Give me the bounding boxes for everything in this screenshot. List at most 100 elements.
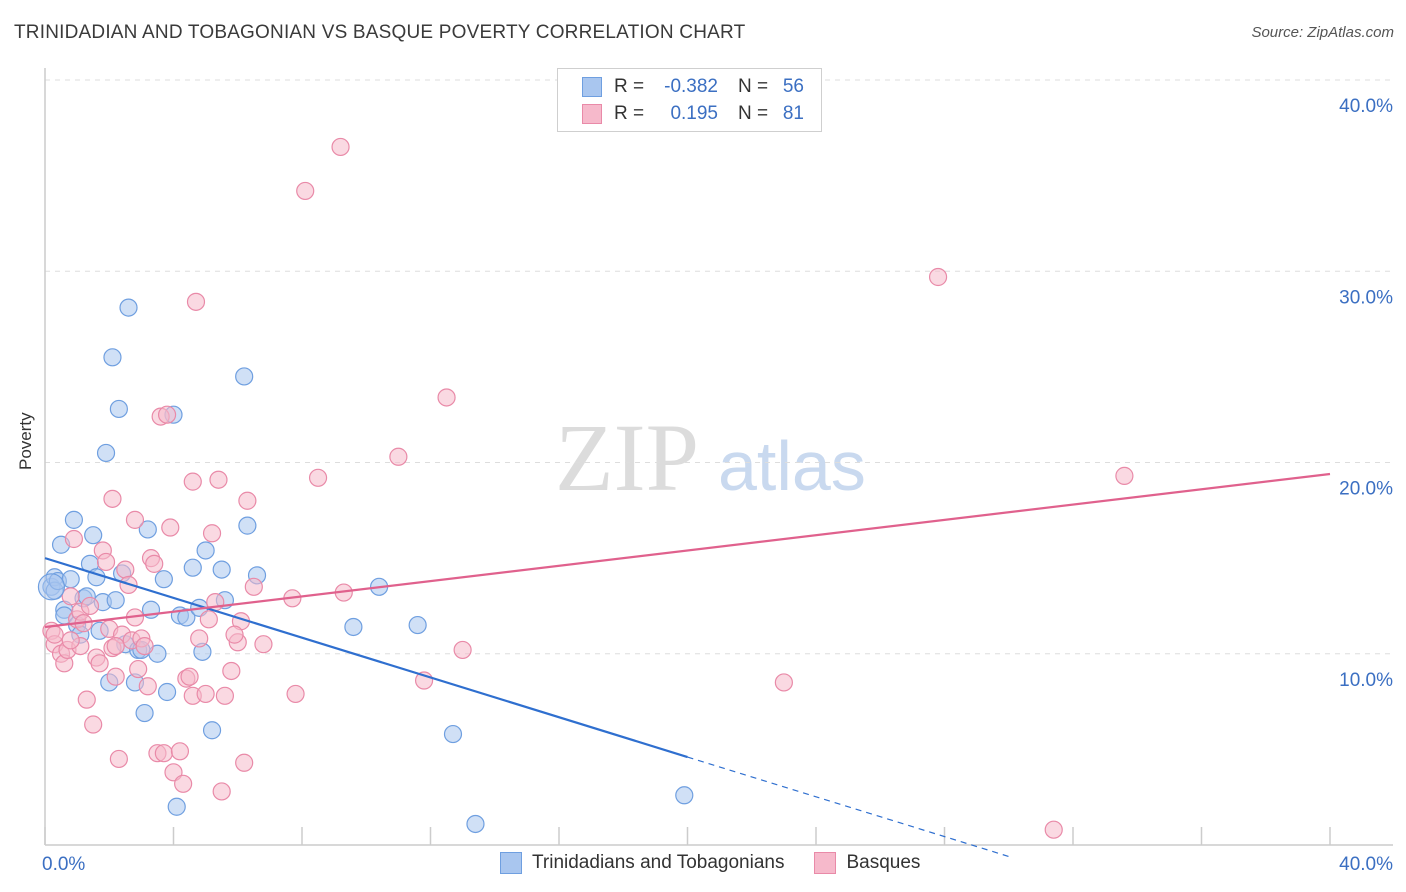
- point-trinidadian: [138, 520, 157, 539]
- legend-r-value: -0.382: [664, 76, 718, 97]
- point-basque: [186, 292, 206, 311]
- point-trinidadian: [408, 615, 427, 635]
- legend-n-value: 56: [782, 76, 804, 97]
- trendline-trinidadian-extension: [687, 756, 1009, 858]
- x-tick-label: 0.0%: [42, 854, 85, 875]
- series-name-basque: Basques: [846, 852, 921, 873]
- point-basque: [61, 587, 80, 606]
- watermark-atlas: atlas: [718, 427, 866, 505]
- point-trinidadian: [119, 298, 138, 317]
- x-tick-label: 40.0%: [1339, 854, 1393, 875]
- point-basque: [64, 529, 84, 549]
- point-trinidadian: [135, 703, 154, 723]
- point-basque: [212, 782, 231, 801]
- point-trinidadian: [167, 797, 186, 816]
- legend-n-label: N =: [738, 103, 769, 124]
- point-basque: [90, 654, 109, 673]
- point-basque: [45, 625, 64, 644]
- point-trinidadian: [64, 510, 84, 529]
- legend-row-trinidadian: R = -0.382 N = 56: [582, 75, 804, 99]
- point-basque: [138, 677, 157, 696]
- point-basque: [254, 635, 273, 654]
- point-basque: [389, 447, 408, 466]
- point-basque: [80, 596, 100, 616]
- point-basque: [308, 468, 328, 487]
- point-basque: [106, 667, 125, 686]
- point-basque: [84, 715, 103, 734]
- point-basque: [238, 491, 257, 510]
- point-trinidadian: [238, 516, 257, 535]
- point-basque: [174, 774, 193, 793]
- point-basque: [453, 640, 472, 660]
- point-trinidadian: [103, 348, 122, 367]
- point-trinidadian: [344, 617, 363, 637]
- point-basque: [437, 388, 456, 407]
- point-basque: [109, 749, 128, 769]
- point-trinidadian: [84, 526, 103, 545]
- legend-swatch-basque: [582, 104, 602, 124]
- point-basque: [222, 661, 241, 681]
- point-trinidadian: [183, 558, 202, 577]
- point-basque: [1044, 820, 1063, 839]
- legend-r-value: 0.195: [670, 103, 718, 124]
- point-basque: [199, 610, 218, 629]
- point-basque: [331, 137, 350, 157]
- trendline-basque: [44, 472, 1331, 629]
- series-legend: Trinidadians and Tobagonians Basques: [500, 852, 950, 874]
- point-basque: [296, 181, 315, 201]
- point-basque: [928, 267, 948, 287]
- point-basque: [225, 625, 244, 644]
- point-basque: [180, 667, 199, 686]
- legend-r-label: R =: [614, 103, 645, 124]
- point-trinidadian: [212, 560, 231, 579]
- point-basque: [103, 489, 122, 508]
- point-basque: [209, 470, 228, 489]
- point-basque: [61, 631, 80, 650]
- series-name-trinidadian: Trinidadians and Tobagonians: [532, 852, 785, 873]
- point-trinidadian: [157, 682, 177, 702]
- point-trinidadian: [466, 814, 485, 834]
- point-trinidadian: [196, 541, 215, 560]
- point-trinidadian: [443, 724, 463, 744]
- series-swatch-basque: [814, 852, 837, 874]
- point-basque: [202, 524, 222, 543]
- point-basque: [190, 629, 209, 648]
- point-basque: [157, 405, 177, 424]
- point-trinidadian: [154, 570, 173, 589]
- point-basque: [244, 577, 263, 596]
- point-trinidadian: [675, 786, 694, 805]
- y-tick-label: 40.0%: [1339, 96, 1393, 117]
- point-trinidadian: [37, 573, 66, 601]
- point-basque: [145, 554, 164, 573]
- y-tick-label: 10.0%: [1339, 670, 1393, 691]
- legend-row-basque: R = 0.195 N = 81: [582, 102, 804, 126]
- point-trinidadian: [235, 367, 254, 386]
- point-trinidadian: [96, 443, 116, 463]
- point-basque: [77, 690, 96, 709]
- chart-title: TRINIDADIAN AND TOBAGONIAN VS BASQUE POV…: [14, 22, 746, 43]
- legend-n-label: N =: [738, 76, 769, 97]
- series-legend-item-trinidadian: Trinidadians and Tobagonians: [500, 852, 784, 874]
- point-trinidadian: [177, 608, 196, 627]
- point-basque: [135, 636, 154, 656]
- trendline-trinidadian: [44, 557, 688, 759]
- point-basque: [161, 518, 180, 537]
- point-basque: [183, 472, 202, 491]
- legend-swatch-trinidadian: [582, 77, 602, 97]
- series-legend-item-basque: Basques: [814, 852, 920, 874]
- point-basque: [170, 742, 190, 761]
- y-tick-label: 20.0%: [1339, 479, 1393, 500]
- point-basque: [125, 510, 145, 529]
- point-trinidadian: [109, 399, 128, 419]
- point-basque: [286, 684, 305, 704]
- watermark-zip: ZIP: [555, 404, 699, 511]
- y-tick-label: 30.0%: [1339, 287, 1393, 308]
- point-basque: [129, 659, 148, 679]
- point-trinidadian: [202, 721, 222, 740]
- legend-n-value: 81: [782, 103, 804, 124]
- point-basque: [116, 560, 135, 579]
- correlation-legend: R = -0.382 N = 56 R = 0.195 N = 81: [557, 68, 822, 132]
- point-basque: [215, 686, 234, 705]
- point-basque: [106, 636, 125, 656]
